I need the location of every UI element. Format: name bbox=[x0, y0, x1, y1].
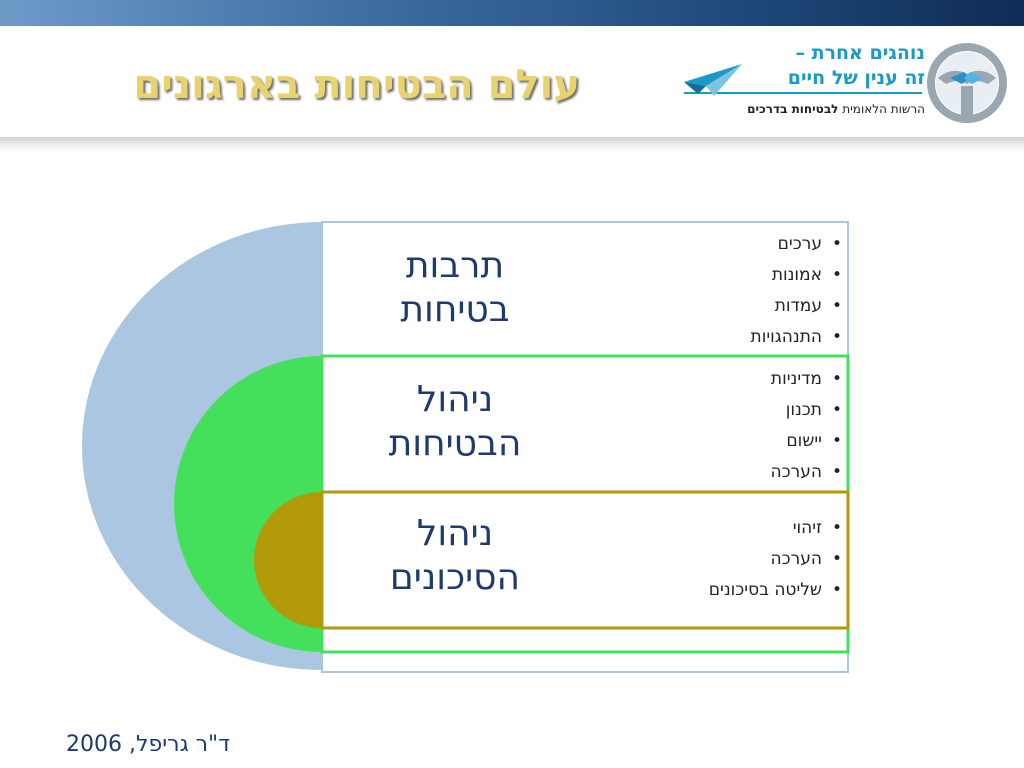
list-item: ערכים bbox=[751, 229, 842, 260]
panel-safety-culture-title-line1: תרבות bbox=[405, 245, 505, 286]
panel-risk-management-title: ניהול הסיכונים bbox=[340, 512, 570, 600]
list-item: התנהגויות bbox=[751, 322, 842, 353]
top-gradient-bar bbox=[0, 0, 1024, 26]
list-item: שליטה בסיכונים bbox=[709, 575, 842, 606]
list-item: הערכה bbox=[771, 457, 842, 488]
list-item: זיהוי bbox=[709, 513, 842, 544]
list-item: יישום bbox=[771, 426, 842, 457]
logo-slogan-line2: זה ענין של חיים bbox=[787, 67, 925, 89]
slide-header bbox=[0, 26, 1024, 138]
list-item: אמונות bbox=[751, 260, 842, 291]
list-item: הערכה bbox=[709, 544, 842, 575]
logo: נוהגים אחרת – זה ענין של חיים הרשות הלאו… bbox=[680, 40, 1010, 130]
logo-slogan-line1: נוהגים אחרת – bbox=[795, 42, 925, 64]
list-item: עמדות bbox=[751, 291, 842, 322]
list-item: מדיניות bbox=[771, 364, 842, 395]
panel-safety-culture-bullets: ערכים אמונות עמדות התנהגויות bbox=[751, 229, 842, 353]
footer-citation: ד"ר גריפל, 2006 bbox=[66, 732, 231, 757]
inner-layer-shape bbox=[254, 492, 322, 628]
panel-safety-culture-title-line2: בטיחות bbox=[400, 289, 510, 330]
logo-authority-regular: הרשות הלאומית bbox=[838, 102, 925, 116]
header-shadow bbox=[0, 137, 1024, 153]
panel-safety-management-title: ניהול הבטיחות bbox=[340, 378, 570, 466]
paper-plane-icon bbox=[684, 64, 742, 96]
logo-underline bbox=[684, 92, 922, 94]
panel-safety-management-title-line1: ניהול bbox=[416, 379, 494, 420]
steering-wheel-handshake-icon bbox=[927, 43, 1007, 123]
logo-authority-bold: לבטיחות בדרכים bbox=[747, 102, 839, 116]
logo-authority-name: הרשות הלאומית לבטיחות בדרכים bbox=[747, 102, 925, 116]
panel-risk-management-bullets: זיהוי הערכה שליטה בסיכונים bbox=[709, 513, 842, 606]
panel-safety-management-title-line2: הבטיחות bbox=[388, 423, 522, 464]
panel-risk-management-title-line1: ניהול bbox=[416, 513, 494, 554]
panel-safety-management-bullets: מדיניות תכנון יישום הערכה bbox=[771, 364, 842, 488]
panel-risk-management-title-line2: הסיכונים bbox=[389, 557, 521, 598]
panel-safety-culture-title: תרבות בטיחות bbox=[340, 244, 570, 332]
slide-title: עולם הבטיחות בארגונים bbox=[133, 62, 580, 108]
list-item: תכנון bbox=[771, 395, 842, 426]
